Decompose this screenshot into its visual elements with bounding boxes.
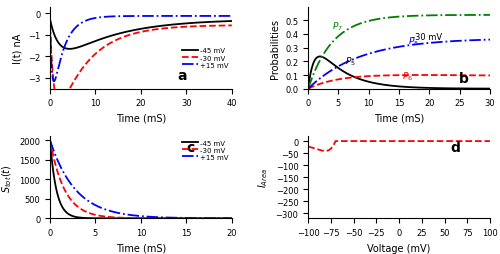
+15 mV xyxy=(204,217,210,220)
+15 mV xyxy=(229,15,235,18)
Y-axis label: $\dot{S}_{tot}(t)$: $\dot{S}_{tot}(t)$ xyxy=(0,163,14,192)
-30 mV xyxy=(58,101,64,104)
+15 mV xyxy=(51,81,57,84)
+15 mV xyxy=(58,55,64,58)
-45 mV xyxy=(185,217,191,220)
-30 mV xyxy=(204,217,210,220)
X-axis label: Voltage (mV): Voltage (mV) xyxy=(368,243,431,252)
Text: $P_5$: $P_5$ xyxy=(344,55,356,68)
+15 mV xyxy=(158,216,164,219)
Line: +15 mV: +15 mV xyxy=(50,141,232,218)
-45 mV xyxy=(58,204,64,207)
-30 mV xyxy=(163,217,169,220)
-45 mV xyxy=(185,23,191,26)
-30 mV xyxy=(163,27,169,30)
Y-axis label: Probabilities: Probabilities xyxy=(270,19,280,78)
+15 mV xyxy=(185,217,191,220)
-30 mV xyxy=(158,28,164,31)
-45 mV xyxy=(204,21,210,24)
-45 mV xyxy=(47,19,53,22)
Y-axis label: I(t) nA: I(t) nA xyxy=(12,33,22,64)
Line: -30 mV: -30 mV xyxy=(50,26,232,103)
+15 mV xyxy=(163,15,169,18)
Text: -30 mV: -30 mV xyxy=(412,33,442,42)
Text: b: b xyxy=(459,72,469,86)
Text: $P_6$: $P_6$ xyxy=(402,70,413,83)
-30 mV xyxy=(47,25,53,28)
-45 mV xyxy=(158,217,164,220)
+15 mV xyxy=(163,216,169,219)
-30 mV xyxy=(185,26,191,29)
-45 mV xyxy=(204,217,210,220)
-45 mV xyxy=(229,217,235,220)
-30 mV xyxy=(58,181,64,184)
+15 mV xyxy=(58,167,64,170)
-30 mV xyxy=(229,25,235,28)
+15 mV xyxy=(47,18,53,21)
+15 mV xyxy=(185,15,191,18)
Text: $P_7$: $P_7$ xyxy=(332,20,344,33)
-30 mV xyxy=(229,217,235,220)
-30 mV xyxy=(47,140,53,143)
+15 mV xyxy=(158,15,164,18)
Text: a: a xyxy=(178,69,187,83)
X-axis label: Time (mS): Time (mS) xyxy=(116,114,166,123)
-45 mV xyxy=(158,25,164,28)
-30 mV xyxy=(152,217,158,220)
Y-axis label: $I_{Area}$: $I_{Area}$ xyxy=(256,167,270,188)
Line: -30 mV: -30 mV xyxy=(50,141,232,218)
-30 mV xyxy=(153,29,159,32)
Text: $P_8$: $P_8$ xyxy=(408,35,419,48)
-45 mV xyxy=(152,217,158,220)
-30 mV xyxy=(158,217,164,220)
Text: c: c xyxy=(186,140,194,154)
-45 mV xyxy=(163,217,169,220)
-45 mV xyxy=(66,48,72,51)
Legend: -45 mV, -30 mV, +15 mV: -45 mV, -30 mV, +15 mV xyxy=(182,48,228,68)
-30 mV xyxy=(56,101,62,104)
+15 mV xyxy=(152,216,158,219)
-45 mV xyxy=(229,20,235,23)
-30 mV xyxy=(185,217,191,220)
+15 mV xyxy=(153,15,159,18)
Line: -45 mV: -45 mV xyxy=(50,142,232,218)
-45 mV xyxy=(163,25,169,28)
+15 mV xyxy=(204,15,210,18)
+15 mV xyxy=(229,217,235,220)
Legend: -45 mV, -30 mV, +15 mV: -45 mV, -30 mV, +15 mV xyxy=(182,140,228,160)
X-axis label: Time (mS): Time (mS) xyxy=(374,114,424,123)
Text: d: d xyxy=(450,140,460,154)
-30 mV xyxy=(204,25,210,28)
-45 mV xyxy=(58,45,64,48)
-45 mV xyxy=(153,26,159,29)
Line: +15 mV: +15 mV xyxy=(50,17,232,82)
+15 mV xyxy=(47,139,53,142)
Line: -45 mV: -45 mV xyxy=(50,20,232,50)
-45 mV xyxy=(47,140,53,143)
X-axis label: Time (mS): Time (mS) xyxy=(116,243,166,252)
